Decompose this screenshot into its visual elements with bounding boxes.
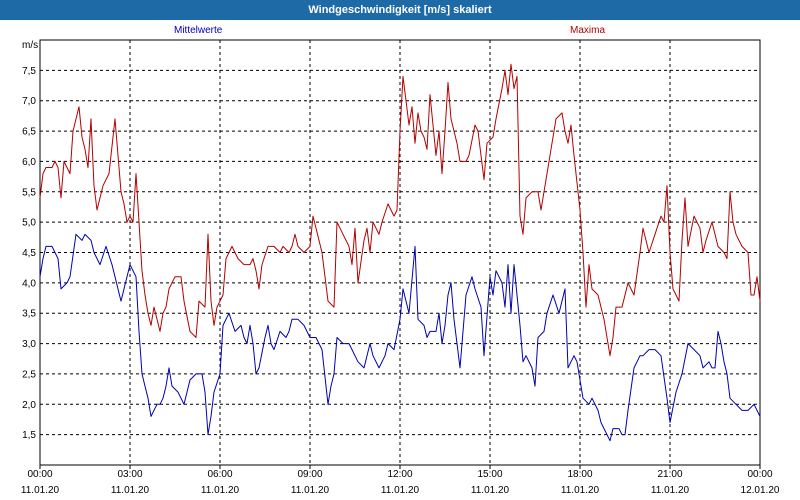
y-tick-label: 1,5 — [22, 430, 36, 441]
y-tick-label: 4,5 — [22, 248, 36, 259]
legend-maxima: Maxima — [570, 25, 606, 36]
x-tick-date: 11.01.20 — [111, 485, 150, 496]
y-axis-unit-label: m/s — [22, 40, 39, 51]
y-tick-label: 7,5 — [22, 66, 36, 77]
series-line-maxima — [39, 63, 761, 357]
x-tick-time: 03:00 — [117, 469, 142, 480]
x-tick-date: 11.01.20 — [561, 485, 600, 496]
y-tick-label: 5,0 — [22, 218, 36, 229]
x-tick-time: 21:00 — [657, 469, 682, 480]
x-tick-time: 00:00 — [747, 469, 772, 480]
x-tick-time: 00:00 — [27, 469, 52, 480]
x-tick-date: 11.01.20 — [291, 485, 330, 496]
y-tick-label: 4,0 — [22, 278, 36, 289]
x-tick-time: 06:00 — [207, 469, 232, 480]
x-tick-date: 11.01.20 — [201, 485, 240, 496]
y-tick-label: 3,0 — [22, 339, 36, 350]
y-tick-label: 6,0 — [22, 157, 36, 168]
y-tick-label: 2,5 — [22, 369, 36, 380]
y-tick-label: 5,5 — [22, 187, 36, 198]
y-axis: 1,5 2,0 2,5 3,0 3,5 4,0 4,5 5,0 5,5 6,0 6,5 7,0 7,5 — [22, 66, 36, 441]
x-tick-time: 12:00 — [387, 469, 412, 480]
y-tick-label: 3,5 — [22, 309, 36, 320]
legend-mittelwerte: Mittelwerte — [174, 25, 223, 36]
x-tick-date: 12.01.20 — [741, 485, 780, 496]
x-tick-time: 18:00 — [567, 469, 592, 480]
x-tick-time: 15:00 — [477, 469, 502, 480]
data-series — [39, 63, 761, 442]
x-axis: 00:00 11.01.20 03:00 11.01.20 06:00 11.01.20 0… — [21, 465, 780, 496]
x-tick-date: 11.01.20 — [381, 485, 420, 496]
series-line-mittelwerte — [39, 233, 761, 442]
y-tick-label: 2,0 — [22, 400, 36, 411]
y-tick-label: 6,5 — [22, 127, 36, 138]
x-tick-date: 11.01.20 — [471, 485, 510, 496]
x-tick-date: 11.01.20 — [651, 485, 690, 496]
x-tick-date: 11.01.20 — [21, 485, 60, 496]
x-tick-time: 09:00 — [297, 469, 322, 480]
y-tick-label: 7,0 — [22, 96, 36, 107]
chart-title: Windgeschwindigkeit [m/s] skaliert — [0, 0, 800, 20]
